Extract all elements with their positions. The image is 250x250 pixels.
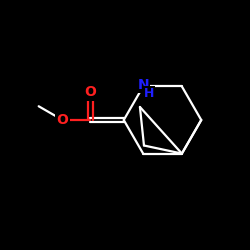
- Text: O: O: [84, 86, 96, 100]
- Text: H: H: [144, 87, 154, 100]
- Text: O: O: [56, 113, 68, 127]
- Text: N: N: [137, 78, 149, 92]
